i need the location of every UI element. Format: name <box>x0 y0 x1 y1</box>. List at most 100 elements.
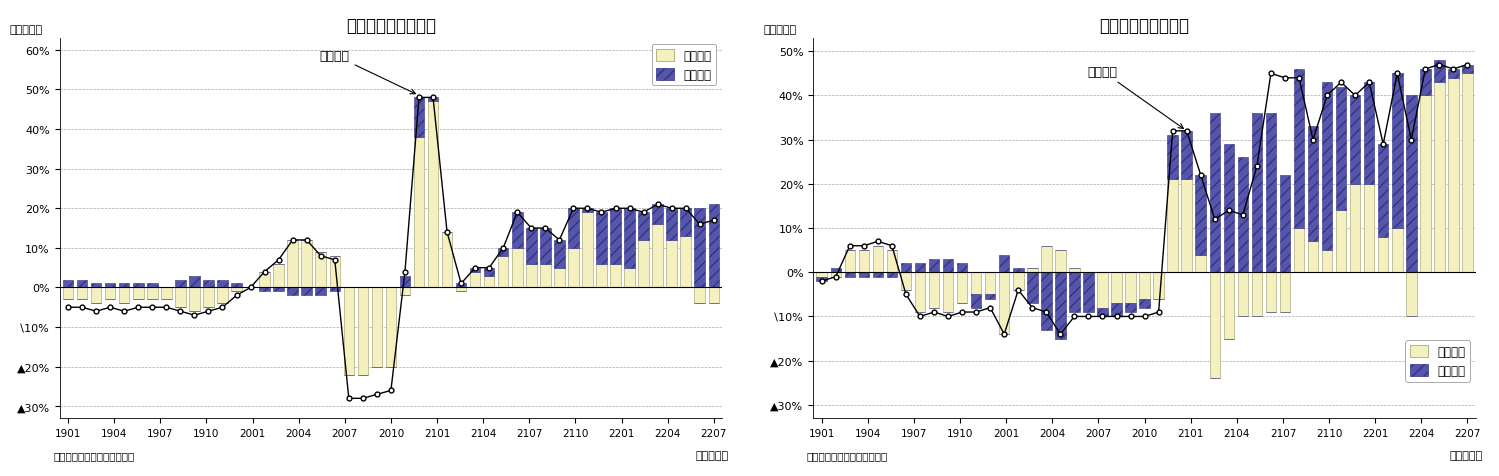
Bar <box>231 288 241 292</box>
Bar <box>639 240 649 288</box>
Bar <box>1406 273 1417 317</box>
Bar <box>582 209 592 213</box>
Bar <box>555 268 565 288</box>
Bar <box>315 288 325 296</box>
Bar <box>526 264 537 288</box>
Text: 輸入金額: 輸入金額 <box>1087 66 1183 129</box>
Bar <box>998 273 1009 335</box>
Bar <box>1435 83 1445 273</box>
Bar <box>652 205 663 225</box>
Bar <box>175 288 186 307</box>
Bar <box>1069 268 1079 273</box>
Bar <box>1153 273 1163 299</box>
Bar <box>943 273 953 312</box>
Bar <box>624 268 634 288</box>
Bar <box>985 273 995 295</box>
Bar <box>914 273 925 312</box>
Bar <box>540 228 550 264</box>
Bar <box>63 280 73 288</box>
Bar <box>1435 61 1445 83</box>
Text: （年・月）: （年・月） <box>1450 450 1483 460</box>
Bar <box>1420 96 1430 273</box>
Bar <box>1097 308 1108 317</box>
Bar <box>91 284 102 288</box>
Bar <box>901 273 911 290</box>
Bar <box>301 288 312 296</box>
Bar <box>498 248 508 256</box>
Bar <box>189 288 199 312</box>
Bar <box>694 209 705 288</box>
Bar <box>1393 228 1403 273</box>
Bar <box>147 288 157 300</box>
Bar <box>1027 273 1037 304</box>
Bar <box>830 273 841 277</box>
Bar <box>639 213 649 240</box>
Bar <box>1223 273 1234 339</box>
Bar <box>456 284 466 288</box>
Bar <box>526 228 537 264</box>
Bar <box>1322 251 1333 273</box>
Bar <box>330 288 340 292</box>
Bar <box>540 264 550 288</box>
Bar <box>1139 299 1150 308</box>
Legend: 数量要因, 価格要因: 数量要因, 価格要因 <box>1406 341 1471 382</box>
Bar <box>513 213 523 248</box>
Bar <box>1378 238 1388 273</box>
Bar <box>817 277 827 281</box>
Bar <box>1111 304 1121 317</box>
Bar <box>1126 304 1136 312</box>
Bar <box>1448 70 1459 79</box>
Bar <box>817 273 827 277</box>
Bar <box>301 240 312 288</box>
Bar <box>582 213 592 288</box>
Bar <box>414 98 424 138</box>
Bar <box>872 273 883 277</box>
Bar <box>1322 83 1333 251</box>
Bar <box>400 276 411 288</box>
Bar <box>555 240 565 268</box>
Bar <box>1084 273 1094 312</box>
Bar <box>273 264 283 288</box>
Bar <box>1168 180 1178 273</box>
Bar <box>231 284 241 288</box>
Bar <box>886 273 898 277</box>
Bar <box>886 251 898 273</box>
Bar <box>456 288 466 292</box>
Text: （年・月）: （年・月） <box>696 450 729 460</box>
Bar <box>1307 127 1318 242</box>
Bar <box>1013 273 1024 290</box>
Bar <box>1223 145 1234 273</box>
Bar <box>914 264 925 273</box>
Bar <box>147 284 157 288</box>
Bar <box>1069 273 1079 312</box>
Bar <box>694 288 705 304</box>
Bar <box>469 272 480 288</box>
Bar <box>1196 255 1207 273</box>
Bar <box>709 288 720 304</box>
Bar <box>442 233 453 288</box>
Bar <box>610 264 621 288</box>
Bar <box>358 288 369 375</box>
Bar <box>91 288 102 304</box>
Bar <box>189 276 199 288</box>
Bar <box>498 256 508 288</box>
Bar <box>259 288 270 292</box>
Bar <box>844 273 854 277</box>
Bar <box>1364 83 1375 185</box>
Bar <box>652 225 663 288</box>
Bar <box>956 264 967 273</box>
Bar <box>1238 273 1249 317</box>
Bar <box>160 288 171 300</box>
Bar <box>1042 273 1052 330</box>
Bar <box>1280 176 1291 273</box>
Bar <box>76 288 87 300</box>
Bar <box>971 295 982 308</box>
Bar <box>1181 180 1192 273</box>
Bar <box>985 295 995 299</box>
Bar <box>1462 65 1472 74</box>
Text: （前年比）: （前年比） <box>10 25 43 35</box>
Bar <box>330 256 340 288</box>
Bar <box>118 284 129 288</box>
Bar <box>400 288 411 296</box>
Bar <box>859 273 869 277</box>
